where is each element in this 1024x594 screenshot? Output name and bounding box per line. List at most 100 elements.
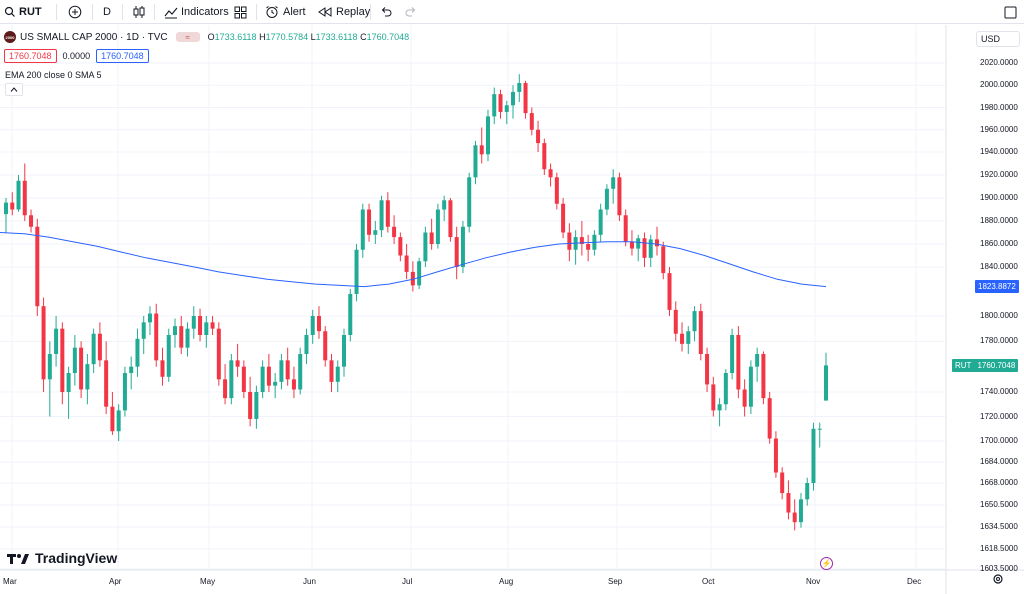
candle-body bbox=[135, 338, 140, 367]
candle-body bbox=[780, 472, 785, 494]
candle-body bbox=[623, 215, 628, 242]
candle-body bbox=[354, 249, 359, 294]
candle-body bbox=[748, 366, 753, 407]
candle-body bbox=[523, 83, 528, 114]
layouts-button[interactable] bbox=[234, 0, 247, 24]
open-value: 1733.6118 bbox=[214, 32, 257, 42]
ema-line bbox=[0, 232, 827, 288]
price-tick-label: 1740.0000 bbox=[980, 387, 1018, 396]
last-price-value: 1760.7048 bbox=[977, 360, 1016, 370]
candle-body bbox=[154, 313, 159, 361]
indicators-button[interactable]: Indicators bbox=[164, 0, 229, 24]
price-tick-label: 1684.0000 bbox=[980, 457, 1018, 466]
toolbar-divider bbox=[56, 4, 57, 20]
wave-icon: ≈ bbox=[185, 32, 190, 42]
time-tick-label: Jun bbox=[303, 577, 316, 586]
price-tick-label: 1880.0000 bbox=[980, 216, 1018, 225]
candle-body bbox=[279, 360, 284, 382]
sell-button[interactable]: 1760.7048 bbox=[4, 49, 57, 63]
candle-body bbox=[35, 226, 40, 307]
price-chart[interactable] bbox=[0, 25, 1024, 594]
candle-body bbox=[698, 311, 703, 354]
candle-body bbox=[141, 322, 146, 339]
candle-body bbox=[273, 381, 278, 386]
alert-button[interactable]: Alert bbox=[265, 0, 306, 24]
candle-body bbox=[642, 238, 647, 258]
candle-body bbox=[423, 232, 428, 262]
market-status-badge[interactable]: ≈ bbox=[175, 32, 200, 42]
time-tick-label: Apr bbox=[109, 577, 122, 586]
candle-body bbox=[504, 105, 509, 112]
candle-body bbox=[492, 94, 497, 117]
candle-body bbox=[730, 335, 735, 373]
undo-button[interactable] bbox=[380, 0, 392, 24]
candle-body bbox=[54, 328, 59, 354]
gear-icon[interactable] bbox=[992, 573, 1004, 585]
candle-body bbox=[767, 398, 772, 439]
candle-body bbox=[742, 389, 747, 407]
indicator-legend[interactable]: EMA 200 close 0 SMA 5 bbox=[5, 70, 102, 80]
candle-body bbox=[304, 335, 309, 354]
candle-body bbox=[824, 365, 828, 401]
symbol-logo: 2000 bbox=[4, 31, 16, 43]
candle-body bbox=[4, 202, 8, 215]
compare-button[interactable] bbox=[68, 0, 82, 24]
candle-body bbox=[498, 94, 503, 112]
time-tick-label: Nov bbox=[806, 577, 821, 586]
candle-body bbox=[254, 392, 259, 419]
candle-body bbox=[335, 366, 340, 382]
candle-body bbox=[16, 180, 21, 210]
price-tick-label: 1840.0000 bbox=[980, 262, 1018, 271]
candle-body bbox=[817, 428, 822, 430]
candle-body bbox=[373, 230, 378, 235]
candle-body bbox=[586, 244, 591, 250]
candle-body bbox=[435, 209, 440, 244]
redo-icon bbox=[405, 7, 416, 17]
buy-button[interactable]: 1760.7048 bbox=[96, 49, 149, 63]
candle-body bbox=[705, 354, 710, 385]
candle-body bbox=[755, 354, 760, 367]
price-tick-label: 1700.0000 bbox=[980, 436, 1018, 445]
spread-value: 0.0000 bbox=[62, 51, 91, 61]
price-tick-label: 1920.0000 bbox=[980, 170, 1018, 179]
candle-body bbox=[392, 226, 397, 238]
candle-body bbox=[91, 333, 96, 365]
symbol-label: RUT bbox=[19, 6, 42, 18]
candles bbox=[4, 74, 828, 531]
candle-body bbox=[417, 261, 422, 286]
candle-body bbox=[316, 316, 321, 332]
replay-button[interactable]: Replay bbox=[318, 0, 370, 24]
fullscreen-button[interactable] bbox=[1004, 0, 1017, 24]
currency-select[interactable]: USD bbox=[976, 31, 1020, 47]
toolbar-divider bbox=[370, 4, 371, 20]
candle-body bbox=[235, 360, 240, 367]
lightning-icon[interactable]: ⚡ bbox=[820, 557, 833, 570]
candle-body bbox=[223, 379, 228, 399]
candle-body bbox=[686, 331, 691, 344]
chart-type-button[interactable] bbox=[132, 0, 146, 24]
toolbar-divider bbox=[122, 4, 123, 20]
candle-body bbox=[661, 246, 666, 274]
time-tick-label: Dec bbox=[907, 577, 922, 586]
low-key: L bbox=[310, 32, 316, 42]
candle-body bbox=[10, 202, 15, 210]
symbol-search[interactable]: RUT bbox=[4, 0, 42, 24]
candle-body bbox=[379, 200, 384, 231]
price-tick-label: 1650.5000 bbox=[980, 500, 1018, 509]
chart-area[interactable]: 2000 US SMALL CAP 2000 · 1D · TVC ≈ O173… bbox=[0, 25, 1024, 594]
candle-body bbox=[216, 328, 221, 380]
indicators-label: Indicators bbox=[181, 6, 229, 18]
candle-body bbox=[342, 335, 347, 367]
trade-boxes: 1760.7048 0.0000 1760.7048 bbox=[4, 49, 153, 63]
candle-body bbox=[116, 410, 121, 432]
time-tick-label: Mar bbox=[3, 577, 17, 586]
candle-body bbox=[792, 512, 797, 523]
redo-button[interactable] bbox=[405, 0, 417, 24]
interval-button[interactable]: D bbox=[103, 0, 111, 24]
alert-label: Alert bbox=[283, 6, 306, 18]
tradingview-logo: TradingView bbox=[7, 550, 117, 566]
collapse-legend-button[interactable] bbox=[5, 83, 23, 96]
candle-body bbox=[110, 406, 115, 432]
time-tick-label: Aug bbox=[499, 577, 514, 586]
high-value: 1770.5784 bbox=[265, 32, 309, 42]
